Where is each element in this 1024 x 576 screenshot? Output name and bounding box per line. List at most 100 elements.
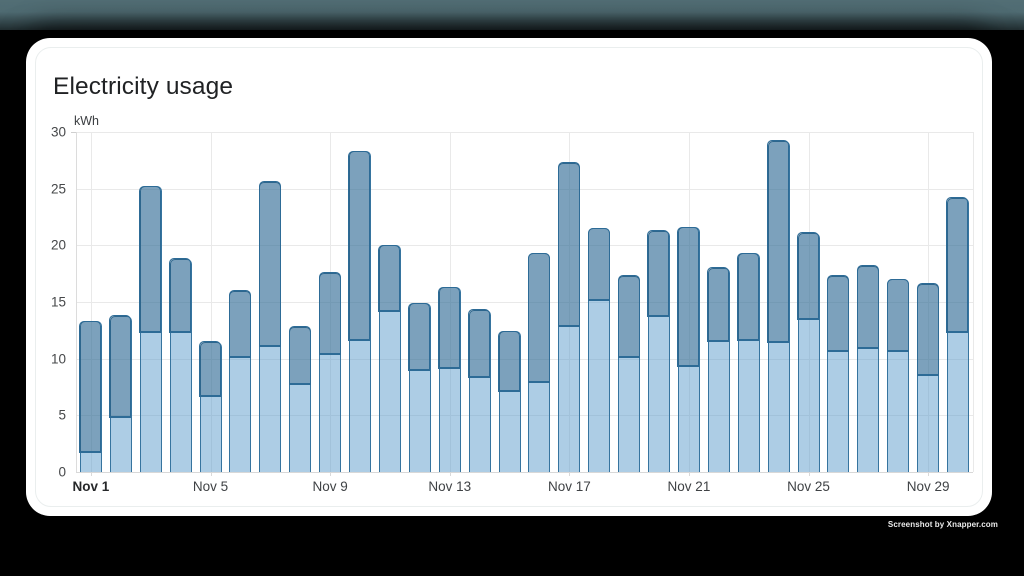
usage-bar-upper-segment <box>886 278 909 353</box>
x-axis-tick-nov-29 <box>928 472 930 476</box>
plot-area <box>71 132 974 476</box>
y-tick-label-10: 10 <box>50 350 66 366</box>
usage-bar-upper-segment <box>169 258 192 334</box>
x-tick-label-nov-25: Nov 25 <box>787 479 830 494</box>
usage-bar-upper-segment <box>916 283 939 377</box>
usage-bar-upper-segment <box>557 162 580 328</box>
usage-bar-upper-segment <box>288 326 311 386</box>
usage-bar-nov-14[interactable] <box>468 309 491 472</box>
usage-bar-nov-2[interactable] <box>109 315 132 472</box>
x-tick-label-nov-21: Nov 21 <box>667 479 711 494</box>
watermark: Screenshot by Xnapper.com <box>887 520 998 529</box>
x-tick-label-nov-1: Nov 1 <box>72 479 110 494</box>
usage-bar-nov-5[interactable] <box>198 341 222 472</box>
usage-bar-upper-segment <box>258 181 281 347</box>
usage-bar-nov-16[interactable] <box>527 252 551 472</box>
y-tick-label-5: 5 <box>58 407 66 423</box>
y-axis-unit-label: kWh <box>74 114 99 128</box>
x-axis-tick-nov-9 <box>330 472 332 476</box>
x-axis-tick-nov-13 <box>449 472 451 476</box>
usage-bar-nov-28[interactable] <box>886 278 910 472</box>
usage-bar-nov-24[interactable] <box>767 140 790 472</box>
usage-bar-nov-22[interactable] <box>707 267 730 472</box>
x-axis-tick-nov-5 <box>210 472 212 476</box>
y-tick-label-25: 25 <box>50 180 66 196</box>
usage-bar-upper-segment <box>198 341 221 397</box>
screenshot-card: Electricity usage kWh 0 5 10 15 20 25 30 Nov 1… <box>26 38 992 516</box>
usage-bar-upper-segment <box>826 275 849 353</box>
usage-bar-upper-segment <box>946 197 969 334</box>
usage-bar-nov-15[interactable] <box>497 330 521 472</box>
chart-title: Electricity usage <box>53 73 234 100</box>
usage-bar-upper-segment <box>378 244 401 312</box>
x-axis-tick-nov-1 <box>90 472 92 476</box>
usage-bar-nov-13[interactable] <box>438 286 461 472</box>
x-axis-tick-nov-17 <box>569 472 571 476</box>
usage-bar-nov-21[interactable] <box>677 226 700 472</box>
usage-bar-nov-20[interactable] <box>647 230 671 472</box>
usage-bar-upper-segment <box>79 320 102 454</box>
y-axis-line <box>76 132 77 472</box>
usage-bar-upper-segment <box>856 265 879 349</box>
usage-bar-nov-7[interactable] <box>258 181 282 472</box>
x-tick-label-nov-5: Nov 5 <box>192 479 229 494</box>
usage-bar-nov-3[interactable] <box>139 185 162 472</box>
y-axis-tick-30 <box>71 132 76 133</box>
usage-bar-nov-30[interactable] <box>946 197 970 472</box>
gridline-y-30 <box>76 132 973 133</box>
gridline-right-edge <box>973 132 974 472</box>
usage-bar-nov-27[interactable] <box>856 265 880 472</box>
usage-bar-upper-segment <box>527 252 550 384</box>
y-tick-label-15: 15 <box>50 294 66 310</box>
desktop-background-strip <box>0 0 1024 30</box>
usage-bar-upper-segment <box>318 271 341 355</box>
electricity-usage-card: Electricity usage kWh 0 5 10 15 20 25 30 Nov 1… <box>35 47 983 507</box>
y-tick-label-20: 20 <box>50 237 66 253</box>
usage-bar-nov-10[interactable] <box>348 150 372 472</box>
usage-bar-upper-segment <box>707 267 730 343</box>
usage-bar-upper-segment <box>228 290 251 359</box>
x-axis-tick-nov-25 <box>808 472 810 476</box>
usage-bar-upper-segment <box>408 302 431 371</box>
usage-bar-nov-19[interactable] <box>617 275 641 472</box>
usage-bar-upper-segment <box>737 252 760 342</box>
usage-bar-upper-segment <box>497 330 520 393</box>
usage-bar-upper-segment <box>109 315 132 419</box>
usage-bar-nov-17[interactable] <box>557 162 581 472</box>
usage-bar-nov-1[interactable] <box>79 320 102 472</box>
usage-bar-nov-4[interactable] <box>169 258 192 472</box>
usage-bar-nov-25[interactable] <box>796 232 820 472</box>
gridline-y-20 <box>76 245 973 247</box>
x-tick-label-nov-29: Nov 29 <box>906 479 950 494</box>
gridline-nov-1 <box>90 132 92 472</box>
y-tick-label-30: 30 <box>50 124 66 140</box>
gridline-y-5 <box>76 415 973 417</box>
usage-bar-nov-29[interactable] <box>916 283 940 472</box>
usage-bar-upper-segment <box>139 185 162 334</box>
usage-bar-upper-segment <box>438 286 461 370</box>
x-tick-label-nov-9: Nov 9 <box>312 479 348 494</box>
usage-bar-nov-9[interactable] <box>318 271 342 472</box>
usage-bar-upper-segment <box>767 140 790 344</box>
usage-bar-nov-12[interactable] <box>408 302 431 472</box>
usage-bar-nov-11[interactable] <box>378 244 401 472</box>
usage-bar-nov-8[interactable] <box>288 326 312 472</box>
usage-bar-nov-23[interactable] <box>737 252 760 472</box>
usage-bar-nov-26[interactable] <box>826 275 850 472</box>
usage-bar-upper-segment <box>677 226 700 368</box>
usage-bar-upper-segment <box>617 275 640 359</box>
usage-bar-nov-6[interactable] <box>228 290 252 472</box>
gridline-y-25 <box>76 188 973 190</box>
usage-bar-upper-segment <box>647 230 670 318</box>
gridline-nov-5 <box>210 132 212 472</box>
x-axis-tick-nov-21 <box>688 472 690 476</box>
gridline-y-0 <box>76 472 973 473</box>
usage-bar-upper-segment <box>796 232 819 320</box>
usage-bar-nov-18[interactable] <box>587 227 611 472</box>
x-tick-label-nov-17: Nov 17 <box>547 479 591 494</box>
x-tick-label-nov-13: Nov 13 <box>428 479 472 494</box>
usage-bar-upper-segment <box>468 309 491 379</box>
usage-bar-upper-segment <box>587 227 610 302</box>
y-tick-label-0: 0 <box>58 464 66 480</box>
gridline-y-15 <box>76 302 973 303</box>
